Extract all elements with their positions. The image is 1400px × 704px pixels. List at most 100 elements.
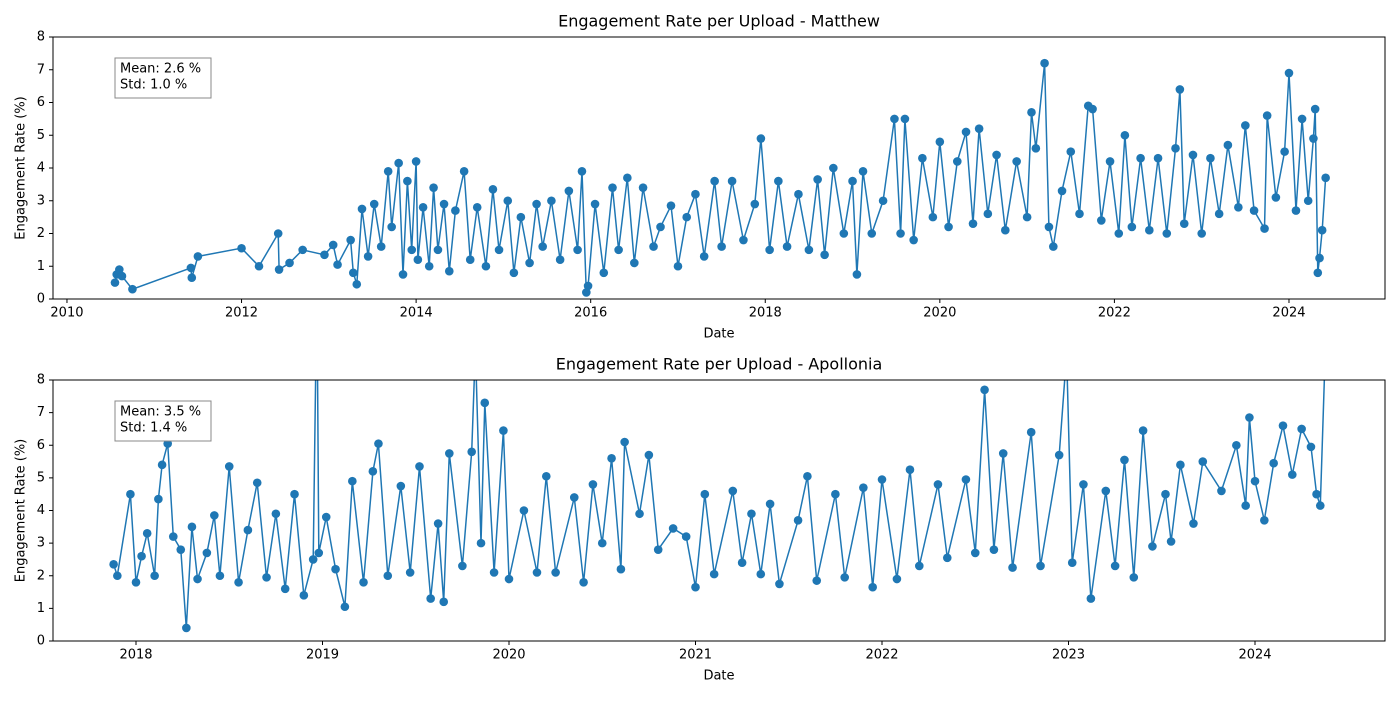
data-point xyxy=(429,183,438,192)
y-tick-label: 8 xyxy=(37,373,45,388)
data-point xyxy=(444,266,454,276)
data-point xyxy=(577,166,587,176)
data-point xyxy=(331,564,340,574)
data-point xyxy=(555,255,565,264)
axes-frame xyxy=(52,36,1386,300)
y-tick-label: 8 xyxy=(37,30,45,45)
data-point xyxy=(569,493,579,502)
y-tick-label: 2 xyxy=(37,226,45,241)
data-point xyxy=(942,553,952,563)
data-point xyxy=(840,573,850,582)
data-point xyxy=(582,288,591,297)
data-point xyxy=(368,467,378,476)
data-point xyxy=(968,219,978,228)
data-point xyxy=(980,385,989,395)
data-point xyxy=(867,229,877,238)
data-point xyxy=(579,577,588,587)
data-point xyxy=(1232,440,1241,450)
stats-text: Mean: 3.5 % xyxy=(120,405,201,420)
data-point xyxy=(775,579,784,589)
data-point xyxy=(1001,225,1010,235)
data-point xyxy=(157,460,167,470)
data-point xyxy=(243,525,253,535)
data-point xyxy=(668,524,678,533)
data-point xyxy=(1066,147,1076,156)
data-point xyxy=(1079,480,1088,489)
data-point xyxy=(1145,225,1154,235)
data-point xyxy=(1271,193,1281,202)
data-point xyxy=(1234,203,1243,212)
data-point xyxy=(607,454,616,463)
data-point xyxy=(1321,173,1330,183)
data-point xyxy=(961,475,971,484)
data-point xyxy=(1088,104,1097,114)
x-tick-label: 2016 xyxy=(574,306,607,321)
data-point xyxy=(1288,470,1297,479)
data-point xyxy=(1303,196,1313,206)
data-point xyxy=(1114,229,1124,238)
data-point xyxy=(290,489,299,499)
data-point xyxy=(765,499,775,509)
data-point xyxy=(383,166,393,176)
data-point xyxy=(182,623,191,633)
data-point xyxy=(1214,209,1224,219)
data-point xyxy=(321,512,331,522)
data-point xyxy=(890,114,899,124)
data-point xyxy=(439,597,449,607)
data-point xyxy=(1249,206,1259,215)
data-point xyxy=(547,196,556,206)
y-tick-label: 0 xyxy=(37,634,45,649)
data-point xyxy=(1179,219,1189,228)
data-point xyxy=(829,163,838,173)
data-point xyxy=(1315,253,1324,263)
data-point xyxy=(583,281,593,291)
x-tick-label: 2024 xyxy=(1238,648,1271,663)
data-point xyxy=(403,176,412,186)
data-point xyxy=(224,462,234,471)
data-point xyxy=(998,449,1008,458)
data-point xyxy=(804,245,814,255)
data-point xyxy=(458,561,467,571)
data-point xyxy=(1262,111,1272,120)
data-point xyxy=(1036,561,1045,571)
data-point xyxy=(1245,413,1254,422)
data-point xyxy=(727,176,737,186)
data-point xyxy=(1309,134,1318,143)
data-point xyxy=(451,206,460,215)
data-point xyxy=(489,568,499,577)
data-point xyxy=(1086,594,1096,603)
stats-box xyxy=(114,400,212,442)
data-point xyxy=(1217,486,1226,496)
data-point xyxy=(128,284,137,294)
x-tick-label: 2024 xyxy=(1272,306,1305,321)
data-point xyxy=(691,582,700,592)
data-point xyxy=(340,602,350,612)
data-point xyxy=(1120,455,1129,465)
stats-box xyxy=(114,57,212,99)
data-point xyxy=(1297,114,1307,124)
data-point xyxy=(126,489,135,499)
data-point xyxy=(363,252,373,261)
data-point xyxy=(150,571,159,581)
data-point xyxy=(710,176,719,186)
data-point xyxy=(747,509,756,519)
x-tick-label: 2010 xyxy=(50,306,83,321)
data-point xyxy=(439,199,449,209)
x-axis-label: Date xyxy=(703,327,734,342)
data-point xyxy=(944,222,953,232)
data-point xyxy=(1189,519,1198,528)
data-point xyxy=(551,568,560,577)
data-point xyxy=(774,176,783,186)
data-point xyxy=(273,229,283,238)
data-point xyxy=(616,564,626,574)
data-point xyxy=(262,573,271,582)
y-tick-label: 3 xyxy=(37,193,45,208)
data-point xyxy=(653,545,663,554)
x-tick-label: 2018 xyxy=(119,648,152,663)
data-point xyxy=(1171,144,1180,153)
x-tick-label: 2020 xyxy=(923,306,956,321)
y-tick-label: 5 xyxy=(37,470,45,485)
data-point xyxy=(691,189,700,199)
data-point xyxy=(765,245,774,255)
